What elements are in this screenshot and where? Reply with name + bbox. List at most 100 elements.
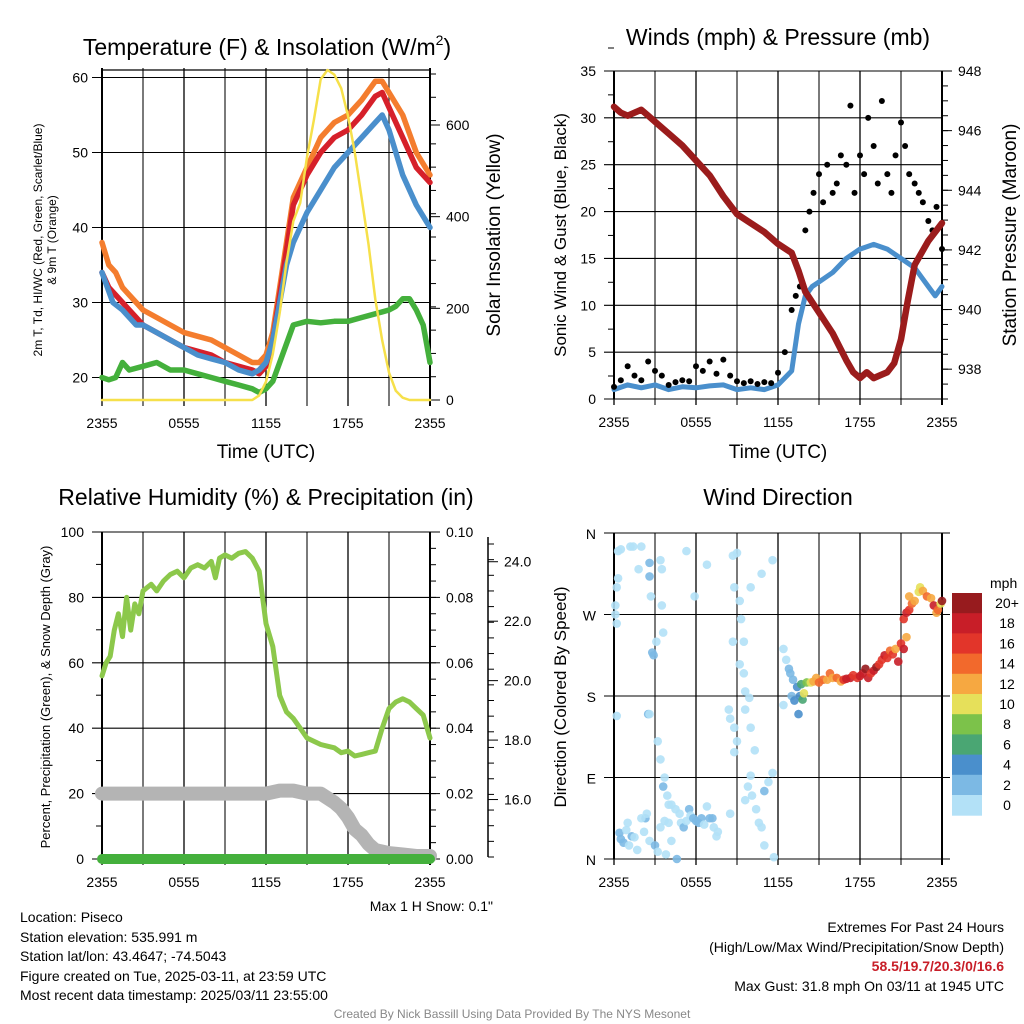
direction-point [613, 573, 623, 583]
gust-point [870, 142, 877, 149]
direction-point [645, 572, 654, 581]
y-tick-label: 20 [72, 370, 88, 386]
colorbar-swatch [952, 633, 982, 655]
direction-point [746, 771, 755, 780]
gust-point [658, 372, 665, 379]
gust-point [810, 189, 817, 196]
gust-point [686, 378, 693, 385]
direction-point [728, 637, 738, 646]
y-axis-label: Sonic Wind & Gust (Blue, Black) [551, 113, 570, 357]
direction-point [740, 687, 750, 696]
direction-point [699, 820, 709, 829]
direction-point [664, 818, 673, 828]
wind-direction-chart-title: Wind Direction [703, 484, 853, 510]
direction-point [611, 601, 620, 610]
gust-point [802, 227, 809, 234]
gust-point [617, 377, 624, 384]
direction-point [764, 777, 773, 787]
direction-point [891, 644, 900, 654]
y2-tick-label: 944 [958, 182, 982, 198]
x-tick-label: 1755 [844, 874, 875, 890]
y-tick-label: 0 [588, 391, 596, 407]
gust-point [672, 379, 679, 386]
direction-point [750, 746, 760, 755]
direction-point [653, 847, 663, 857]
gust-point [919, 199, 926, 206]
recent-timestamp: Most recent data timestamp: 2025/03/11 2… [20, 987, 328, 1003]
direction-point [732, 548, 742, 558]
colorbar-label: 8 [1003, 716, 1011, 732]
colorbar-label: 2 [1003, 777, 1011, 793]
gust-point [754, 381, 761, 388]
y2-tick-label: 0.00 [446, 851, 473, 867]
direction-point [794, 709, 803, 719]
direction-point [611, 610, 620, 619]
y-axis-label: Percent, Precipitation (Green), & Snow D… [38, 546, 53, 849]
y-tick-label: 100 [61, 524, 85, 540]
y-tick-label: 25 [580, 157, 596, 173]
gust-point [892, 152, 899, 159]
direction-point [708, 813, 717, 823]
y-axis-label: 2m T, Td, HI/WC (Red, Green, Scarlet/Blu… [31, 124, 45, 357]
direction-point [612, 711, 622, 721]
direction-point [672, 854, 682, 864]
direction-point [743, 782, 753, 791]
x-tick-label: 2355 [598, 874, 629, 890]
gust-point [884, 171, 891, 178]
x-tick-label: 1755 [332, 874, 363, 890]
credit-line: Created By Nick Bassill Using Data Provi… [333, 1007, 691, 1021]
direction-point [735, 596, 745, 606]
x-tick-label: 2355 [926, 874, 957, 890]
y2-tick-label: 0.08 [446, 589, 473, 605]
direction-point [690, 592, 699, 601]
direction-point [652, 637, 661, 646]
colorbar-swatch [952, 795, 982, 816]
gust-point [824, 161, 831, 168]
direction-point [656, 823, 665, 832]
gust-point [768, 380, 775, 387]
x-tick-label: 2355 [86, 874, 117, 890]
x-tick-label: 0555 [680, 414, 711, 430]
y3-tick-label: 20.0 [504, 673, 531, 689]
direction-point [645, 709, 654, 719]
y-tick-label: E [587, 771, 596, 787]
direction-point [729, 747, 739, 757]
y-tick-label: 35 [580, 63, 596, 79]
y2-tick-label: 948 [958, 63, 982, 79]
y3-tick-label: 18.0 [504, 732, 531, 748]
y-tick-label: 60 [68, 655, 84, 671]
gust-point [727, 372, 734, 379]
y-tick-label: 20 [580, 204, 596, 220]
x-tick-label: 1755 [332, 415, 363, 431]
gust-point [624, 363, 631, 370]
direction-point [702, 802, 712, 811]
colorbar-swatch [952, 613, 982, 634]
direction-point [612, 619, 622, 628]
direction-point [926, 593, 936, 603]
direction-point [751, 804, 761, 814]
colorbar-swatch [952, 774, 982, 796]
direction-point [724, 705, 734, 714]
gust-point [902, 142, 909, 149]
gust-point [888, 189, 895, 196]
gust-point [857, 152, 863, 159]
direction-point [735, 660, 745, 669]
station-info: Location: Piseco Station elevation: 535.… [20, 908, 328, 1006]
direction-point [639, 827, 649, 837]
colorbar-label: 10 [999, 696, 1015, 712]
direction-point [739, 669, 749, 678]
direction-point [747, 791, 757, 800]
direction-point [781, 655, 791, 665]
figure-created: Figure created on Tue, 2025-03-11, at 23… [20, 967, 327, 984]
extremes-summary: Extremes For Past 24 Hours (High/Low/Max… [709, 918, 1004, 996]
x-axis-label: Time (UTC) [217, 442, 316, 463]
humidity-panel: 0 20 40 60 80 100 0.00 0.02 0.04 0.06 0.08 0.10 16.0… [38, 498, 531, 890]
extremes-subtitle: (High/Low/Max Wind/Precipitation/Snow De… [709, 938, 1004, 955]
series-solar-insolation [100, 68, 432, 402]
colorbar-label: 14 [999, 656, 1015, 672]
y2-tick-label: 400 [446, 209, 470, 225]
y2-axis-label: Solar Insolation (Yellow) [484, 133, 505, 336]
gust-point [847, 102, 854, 109]
x-tick-label: 2355 [598, 414, 629, 430]
